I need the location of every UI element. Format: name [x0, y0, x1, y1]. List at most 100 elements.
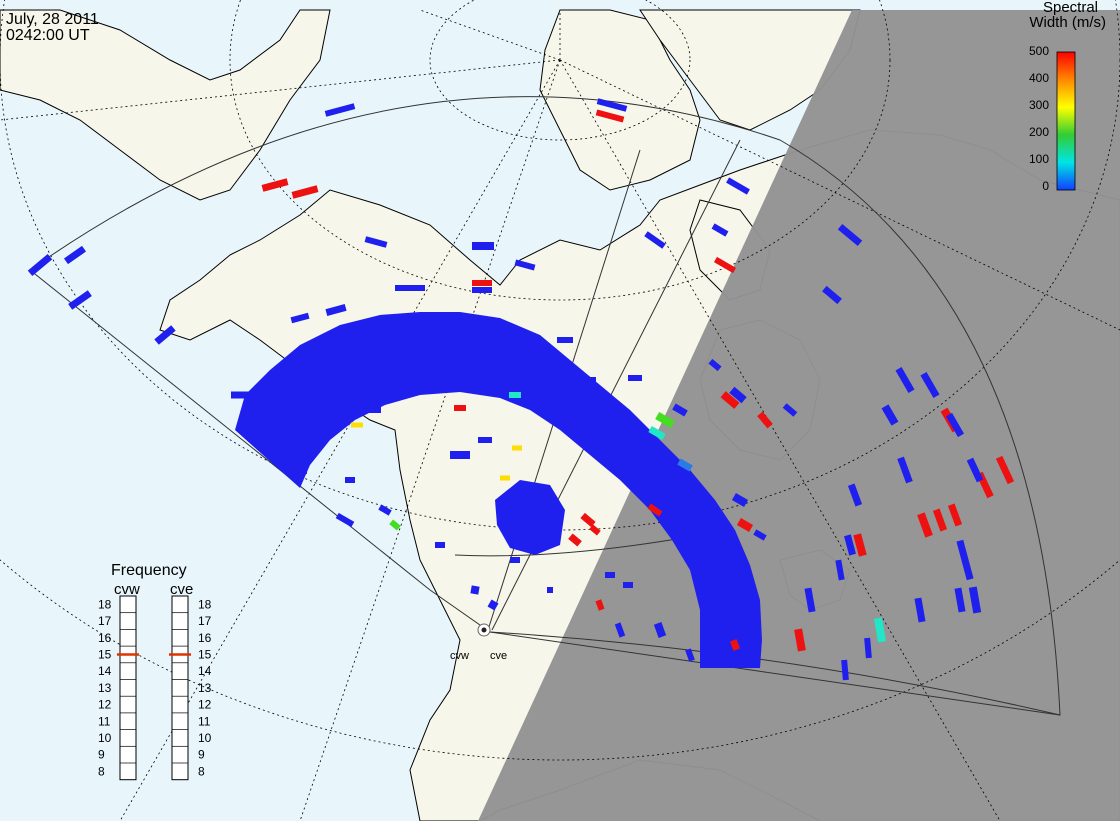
echo-cell	[595, 407, 605, 413]
radar-sites: cvw cve	[450, 623, 507, 662]
colorbar-tick: 500	[1029, 44, 1049, 58]
radar-fov	[29, 96, 1061, 716]
frequency-level-label: 12	[198, 698, 212, 712]
echo-cell	[623, 582, 633, 588]
colorbar-gradient	[1056, 51, 1076, 191]
echo-cell	[290, 312, 310, 324]
echo-cell	[920, 371, 940, 399]
echo-cell	[914, 597, 926, 623]
echo-cell	[325, 304, 347, 316]
echo-cell	[757, 411, 773, 429]
echo-band	[235, 312, 762, 668]
echo-cell	[614, 622, 626, 638]
echo-cell	[605, 572, 615, 578]
frequency-col-label-cvw: cvw	[114, 581, 140, 598]
echo-cell	[596, 98, 628, 112]
frequency-level-label: 15	[98, 647, 112, 661]
echo-cell	[945, 412, 965, 438]
echo-cell	[726, 177, 750, 195]
echo-cell	[730, 639, 740, 651]
echo-cell	[487, 599, 499, 611]
timestamp: July, 28 2011 0242:00 UT	[6, 11, 99, 44]
frequency-level-label: 11	[98, 714, 111, 728]
echo-cell	[509, 392, 521, 398]
echo-cell	[291, 185, 319, 199]
colorbar-tick: 0	[1042, 179, 1049, 193]
frequency-level-label: 10	[198, 731, 212, 745]
echo-cell	[293, 466, 307, 474]
echo-cell	[580, 512, 596, 528]
echo-cell	[472, 242, 494, 250]
echo-cell	[324, 103, 356, 117]
frequency-level-label: 8	[98, 764, 105, 778]
echo-cell	[647, 503, 663, 517]
echo-cell	[954, 587, 966, 613]
colorbar-title-line1: Spectral	[1043, 0, 1098, 16]
echo-cell	[351, 422, 363, 428]
echo-cell	[672, 403, 688, 417]
frequency-level-label: 14	[98, 664, 112, 678]
echo-cell	[995, 455, 1015, 485]
echo-cell	[312, 355, 324, 361]
echo-cell	[897, 456, 913, 484]
fov-inner-arc	[454, 534, 701, 557]
echo-cell	[63, 245, 87, 265]
echo-cell	[500, 475, 510, 481]
echo-cell	[514, 259, 536, 271]
echo-cell	[644, 231, 666, 249]
echo-cell	[648, 425, 666, 441]
frequency-level-label: 17	[98, 614, 112, 628]
echo-cell	[378, 504, 392, 516]
radar-site-dot	[481, 627, 487, 633]
colorbar-tick: 100	[1029, 152, 1049, 166]
frequency-level-label: 17	[198, 614, 212, 628]
echo-cell	[435, 542, 445, 548]
echo-cell	[736, 518, 754, 532]
frequency-ladder	[119, 595, 137, 781]
frequency-col-label-cve: cve	[170, 581, 193, 598]
echo-cell	[847, 483, 863, 507]
frequency-level-label: 13	[198, 681, 212, 695]
fov-inner-arc-2	[489, 631, 1061, 716]
echo-cell	[470, 585, 480, 595]
echo-cell	[708, 358, 722, 372]
colorbar-tick: 200	[1029, 125, 1049, 139]
echo-cell	[947, 503, 963, 527]
echo-cell	[628, 375, 642, 381]
echo-cell	[932, 508, 948, 532]
echo-cell	[653, 622, 667, 638]
frequency-level-label: 11	[198, 714, 211, 728]
frequency-level-label: 9	[198, 748, 205, 762]
echo-cell	[853, 533, 867, 557]
echo-cell	[844, 534, 856, 556]
echo-cell	[27, 253, 53, 277]
echo-cell	[335, 512, 355, 528]
echo-cell	[822, 285, 842, 305]
frequency-panel: Frequency cvw cve 1817161514131211109818…	[98, 562, 212, 781]
echo-cell	[595, 599, 605, 611]
frequency-level-label: 16	[98, 631, 112, 645]
alaska-west-land	[0, 9, 331, 201]
echo-cell	[395, 285, 425, 291]
colorbar-title-line2: Width (m/s)	[1029, 14, 1106, 31]
echo-cell	[568, 533, 582, 547]
night-shadow	[478, 10, 1120, 821]
echo-cell	[512, 445, 522, 451]
frequency-level-label: 12	[98, 698, 112, 712]
frequency-level-label: 18	[198, 597, 212, 611]
echo-cell	[895, 366, 915, 394]
echo-cell	[557, 337, 573, 343]
echo-cell	[369, 407, 381, 413]
echo-cell	[450, 451, 470, 459]
frequency-level-label: 8	[198, 764, 205, 778]
echo-cell	[478, 437, 492, 443]
frequency-level-label: 10	[98, 731, 112, 745]
frequency-level-label: 9	[98, 748, 105, 762]
echo-cell	[713, 256, 737, 274]
echo-cell	[835, 559, 845, 581]
time-label: 0242:00 UT	[6, 27, 90, 44]
echo-cell	[454, 405, 466, 411]
echo-cell	[873, 617, 887, 643]
echo-cell	[584, 377, 596, 383]
